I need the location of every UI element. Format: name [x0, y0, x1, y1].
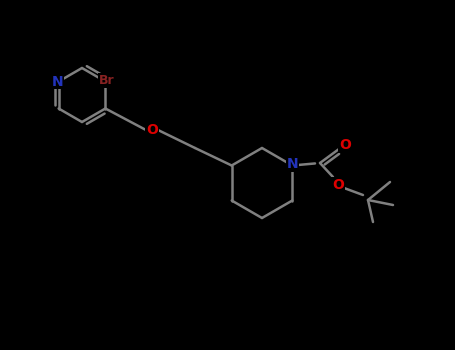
- Text: O: O: [332, 178, 344, 192]
- Text: Br: Br: [99, 74, 114, 87]
- Text: N: N: [287, 158, 298, 172]
- Text: O: O: [339, 138, 351, 152]
- Text: N: N: [52, 75, 63, 89]
- Text: O: O: [146, 123, 158, 137]
